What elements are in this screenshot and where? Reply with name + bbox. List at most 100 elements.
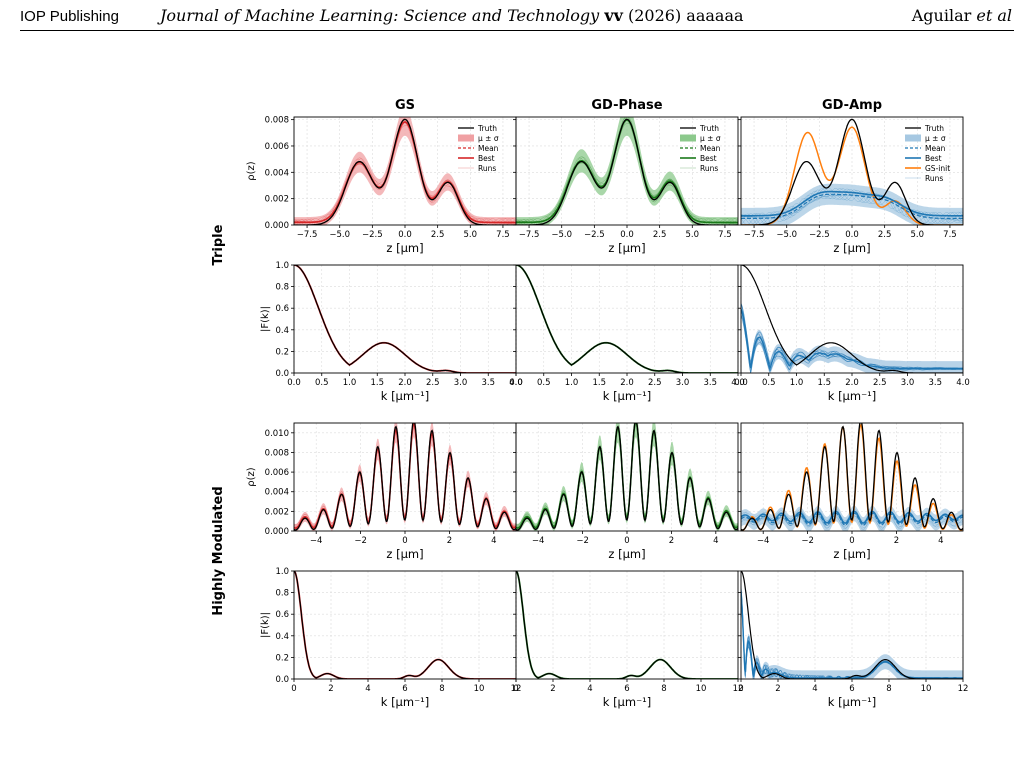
x-tick-label: −7.5 xyxy=(744,230,765,240)
best-line xyxy=(741,591,963,679)
x-tick-label: −7.5 xyxy=(297,230,318,240)
x-tick-label: 1.5 xyxy=(592,378,606,388)
truth-line xyxy=(741,571,963,679)
y-tick-label: 0.8 xyxy=(275,283,289,293)
running-author: Aguilar et al xyxy=(912,6,1012,25)
panel-title: GD-Amp xyxy=(822,98,882,113)
x-tick-label: 4 xyxy=(938,536,943,546)
panel-title: GS xyxy=(395,98,415,113)
x-tick-label: 6 xyxy=(849,684,854,694)
plot-area xyxy=(741,118,963,225)
x-tick-label: 1.0 xyxy=(790,378,804,388)
band-mu-sigma xyxy=(741,183,963,225)
best-line xyxy=(294,121,516,224)
x-tick-label: −5.0 xyxy=(329,230,350,240)
truth-line xyxy=(294,118,516,225)
y-tick-label: 0.000 xyxy=(265,221,289,231)
y-tick-label: 0.004 xyxy=(265,168,289,178)
run-line xyxy=(741,508,963,528)
best-line xyxy=(741,510,963,524)
journal-title: Journal of Machine Learning: Science and… xyxy=(160,6,600,25)
y-tick-label: 0.002 xyxy=(265,195,289,205)
run-line xyxy=(741,187,963,225)
x-tick-label: −2.5 xyxy=(584,230,605,240)
x-tick-label: 0.5 xyxy=(537,378,551,388)
x-tick-label: 0.0 xyxy=(845,230,859,240)
x-tick-label: 12 xyxy=(958,684,969,694)
y-tick-label: 0.006 xyxy=(265,468,289,478)
x-tick-label: 4.0 xyxy=(731,378,745,388)
x-tick-label: −2 xyxy=(576,536,589,546)
best-line xyxy=(741,190,963,217)
plot-area xyxy=(741,265,963,373)
x-tick-label: 8 xyxy=(661,684,666,694)
y-tick-label: 0.2 xyxy=(275,347,289,357)
legend-label: μ ± σ xyxy=(478,134,499,143)
x-tick-label: 0.0 xyxy=(620,230,634,240)
legend-label: Runs xyxy=(478,164,496,173)
author-suffix: et al xyxy=(976,6,1012,25)
x-tick-label: −2.5 xyxy=(809,230,830,240)
x-tick-label: 2.5 xyxy=(431,230,445,240)
x-tick-label: 7.5 xyxy=(496,230,510,240)
truth-line xyxy=(516,118,738,225)
x-tick-label: 4 xyxy=(713,536,718,546)
x-tick-label: 2.5 xyxy=(873,378,887,388)
page-header: IOP Publishing Journal of Machine Learni… xyxy=(0,0,1034,34)
legend-label: Best xyxy=(478,154,495,163)
y-tick-label: 0.000 xyxy=(265,527,289,537)
best-line xyxy=(741,309,963,370)
legend-label: Mean xyxy=(925,144,946,153)
x-tick-label: 0 xyxy=(738,684,743,694)
journal-year: (2026) xyxy=(628,6,682,25)
x-tick-label: −2 xyxy=(801,536,814,546)
x-tick-label: 2.5 xyxy=(426,378,440,388)
author-name: Aguilar xyxy=(911,6,972,25)
x-axis-label: k [μm⁻¹] xyxy=(603,389,652,403)
y-axis-label: |F(k)| xyxy=(260,612,271,638)
truth-line xyxy=(294,265,516,373)
x-tick-label: −4 xyxy=(532,536,545,546)
x-tick-label: 4 xyxy=(491,536,496,546)
x-tick-label: 2 xyxy=(328,684,333,694)
legend-swatch-band xyxy=(905,134,921,142)
x-tick-label: 0 xyxy=(849,536,854,546)
x-tick-label: 4 xyxy=(587,684,592,694)
y-tick-label: 0.4 xyxy=(275,326,289,336)
legend-label: Mean xyxy=(700,144,721,153)
x-tick-label: 5.0 xyxy=(911,230,925,240)
x-tick-label: 0 xyxy=(624,536,629,546)
y-axis-label: |F(k)| xyxy=(260,306,271,332)
band-mu-sigma xyxy=(294,117,516,225)
x-tick-label: 2.5 xyxy=(648,378,662,388)
y-tick-label: 0.8 xyxy=(275,589,289,599)
panel-r2-c0: −4 −2 0 2 4 0.000 0.002 0.004 0.006 0.008 0.010 z [… xyxy=(246,422,517,561)
x-tick-label: 2 xyxy=(669,536,674,546)
truth-line xyxy=(294,423,516,531)
x-tick-label: 0.0 xyxy=(398,230,412,240)
truth-line xyxy=(741,423,963,531)
legend-label: μ ± σ xyxy=(925,134,946,143)
truth-line xyxy=(516,265,738,373)
panel-r1-c2: 0.0 0.5 1.0 1.5 2.0 2.5 3.0 3.5 4.0 k [μm⁻¹] xyxy=(734,264,970,403)
y-axis-label: ρ(z) xyxy=(246,161,257,180)
article-number: aaaaaa xyxy=(686,6,744,25)
x-axis-label: k [μm⁻¹] xyxy=(381,389,430,403)
x-tick-label: 6 xyxy=(624,684,629,694)
y-tick-label: 0.002 xyxy=(265,507,289,517)
panel-r1-c1: 0.0 0.5 1.0 1.5 2.0 2.5 3.0 3.5 4.0 k [μm⁻¹] xyxy=(509,264,745,403)
x-tick-label: −5.0 xyxy=(551,230,572,240)
panel-r0-c0: −7.5 −5.0 −2.5 0.0 2.5 5.0 7.5 0.000 0.002 0.004 0… xyxy=(246,98,517,255)
x-tick-label: −7.5 xyxy=(519,230,540,240)
plot-area xyxy=(294,423,516,531)
y-tick-label: 0.2 xyxy=(275,653,289,663)
x-tick-label: 3.0 xyxy=(676,378,690,388)
legend-label: Mean xyxy=(478,144,499,153)
y-axis-label: ρ(z) xyxy=(246,467,257,486)
row-group-label: Highly Modulated xyxy=(211,486,226,615)
y-tick-label: 0.0 xyxy=(275,369,289,379)
panel-r3-c1: 0 2 4 6 8 10 12 k [μm⁻¹] xyxy=(513,570,743,709)
